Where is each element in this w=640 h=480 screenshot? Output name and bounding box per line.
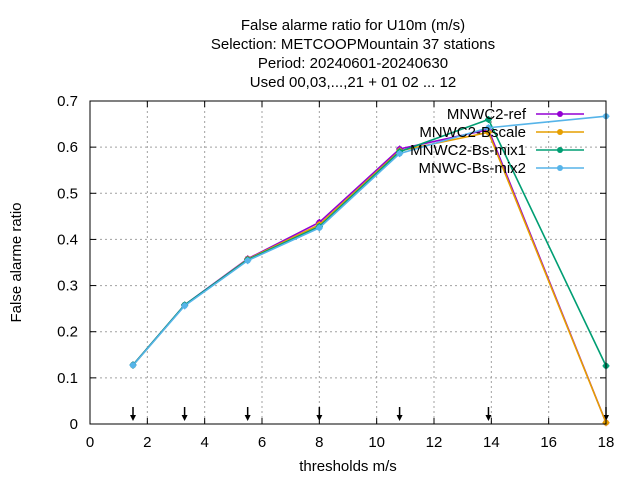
- y-axis-ticks: 0 0.1 0.2 0.3 0.4 0.5 0.6 0.7: [57, 93, 606, 433]
- data-point: [244, 257, 251, 264]
- title-line-1: False alarme ratio for U10m (m/s): [241, 17, 465, 34]
- x-tick-label: 4: [200, 434, 208, 451]
- threshold-arrow-head: [130, 415, 136, 421]
- x-tick-label: 12: [426, 434, 443, 451]
- y-tick-label: 0.7: [57, 93, 78, 110]
- data-point: [485, 116, 492, 123]
- y-tick-label: 0.5: [57, 185, 78, 202]
- plot-frame: [89, 100, 607, 425]
- series-lines: [129, 112, 610, 427]
- title-line-2: Selection: METCOOPMountain 37 stations: [211, 36, 495, 53]
- title-line-4: Used 00,03,...,21 + 01 02 ... 12: [250, 74, 456, 91]
- y-tick-label: 0.6: [57, 139, 78, 156]
- legend: MNWC2-refMNWC2-BscaleMNWC2-Bs-mix1MNWC-B…: [410, 106, 584, 177]
- series-line-4: [132, 115, 607, 366]
- data-point: [485, 129, 492, 136]
- chart-title: False alarme ratio for U10m (m/s) Selecti…: [211, 17, 495, 91]
- title-line-3: Period: 20240601-20240630: [258, 55, 448, 72]
- data-point: [485, 124, 492, 131]
- y-tick-label: 0.4: [57, 231, 78, 248]
- x-axis-ticks: 0 2 4 6 8 10 12 14 16 18: [86, 101, 615, 451]
- legend-marker: [557, 165, 563, 171]
- legend-marker: [557, 147, 563, 153]
- x-tick-label: 10: [368, 434, 385, 451]
- y-tick-label: 0: [70, 416, 78, 433]
- x-tick-label: 14: [483, 434, 500, 451]
- data-point: [130, 362, 136, 369]
- x-tick-label: 6: [258, 434, 266, 451]
- data-point: [316, 224, 323, 231]
- legend-label: MNWC2-ref: [447, 106, 527, 123]
- data-point: [181, 302, 188, 309]
- legend-marker: [557, 129, 563, 135]
- legend-label: MNWC-Bs-mix2: [419, 160, 526, 177]
- y-tick-label: 0.2: [57, 324, 78, 341]
- x-axis-label: thresholds m/s: [299, 458, 397, 475]
- legend-label: MNWC2-Bs-mix1: [410, 142, 526, 159]
- threshold-arrow-head: [244, 415, 251, 421]
- y-tick-label: 0.1: [57, 370, 78, 387]
- data-point: [396, 150, 403, 157]
- x-tick-label: 16: [540, 434, 557, 451]
- series-line-3: [132, 118, 607, 367]
- x-tick-label: 2: [143, 434, 151, 451]
- grid: [90, 101, 606, 424]
- threshold-markers: [130, 407, 609, 421]
- x-tick-label: 0: [86, 434, 94, 451]
- legend-marker: [557, 111, 563, 117]
- x-tick-label: 18: [598, 434, 615, 451]
- y-axis-label: False alarme ratio: [8, 202, 25, 322]
- threshold-arrow-head: [181, 415, 188, 421]
- x-tick-label: 8: [315, 434, 323, 451]
- series-line-1: [132, 128, 607, 423]
- y-tick-label: 0.3: [57, 278, 78, 295]
- threshold-arrow-head: [396, 415, 403, 421]
- legend-label: MNWC2-Bscale: [419, 124, 526, 141]
- threshold-arrow-head: [485, 415, 492, 421]
